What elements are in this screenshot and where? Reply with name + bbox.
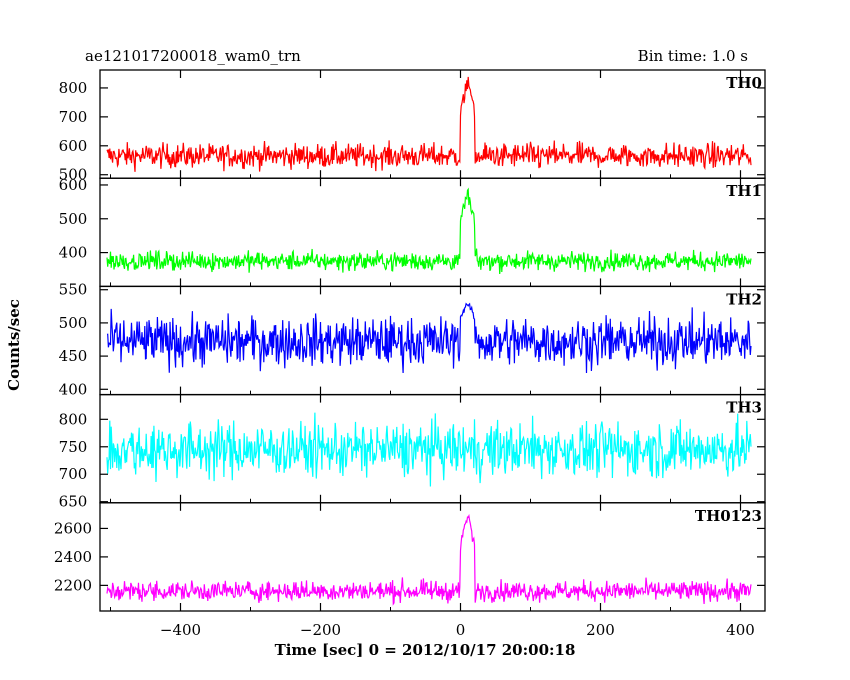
chart-title: ae121017200018_wam0_trn [85,47,301,65]
series-line-th1 [106,187,752,275]
panel-frame-th0 [99,69,766,179]
panel-label-th2: TH2 [726,290,762,308]
y-tick-label: 400 [59,380,88,398]
x-tick-label: 0 [456,621,466,639]
y-tick-label: 800 [59,79,88,97]
x-tick-label: 400 [726,621,755,639]
panel-label-th1: TH1 [726,182,762,200]
y-tick-label: 700 [59,108,88,126]
y-tick-label: 400 [59,244,88,262]
x-axis-label: Time [sec] 0 = 2012/10/17 20:00:18 [275,641,576,659]
x-tick-label: −200 [300,621,341,639]
panel-frame-th1 [99,177,766,288]
y-tick-label: 750 [59,438,88,456]
x-tick-label: −400 [160,621,201,639]
panel-label-th3: TH3 [726,399,762,417]
y-tick-label: 500 [59,166,88,184]
series-line-th0123 [106,513,752,606]
y-tick-label: 600 [59,137,88,155]
y-tick-label: 650 [59,493,88,511]
y-tick-label: 700 [59,465,88,483]
y-tick-label: 500 [59,210,88,228]
x-tick-label: 200 [586,621,615,639]
y-tick-label: 2200 [54,576,92,594]
y-axis-label: Counts/sec [5,299,23,391]
y-tick-label: 600 [59,176,88,194]
y-tick-label: 2600 [54,519,92,537]
series-line-th3 [106,412,752,487]
series-line-th0 [106,76,752,172]
panel-label-th0: TH0 [726,74,762,92]
y-tick-label: 550 [59,281,88,299]
y-tick-label: 2400 [54,548,92,566]
bin-time-label: Bin time: 1.0 s [638,47,748,65]
y-tick-label: 800 [59,410,88,428]
y-tick-label: 450 [59,347,88,365]
panel-label-th0123: TH0123 [695,507,762,525]
series-line-th2 [106,302,752,374]
y-tick-label: 500 [59,314,88,332]
